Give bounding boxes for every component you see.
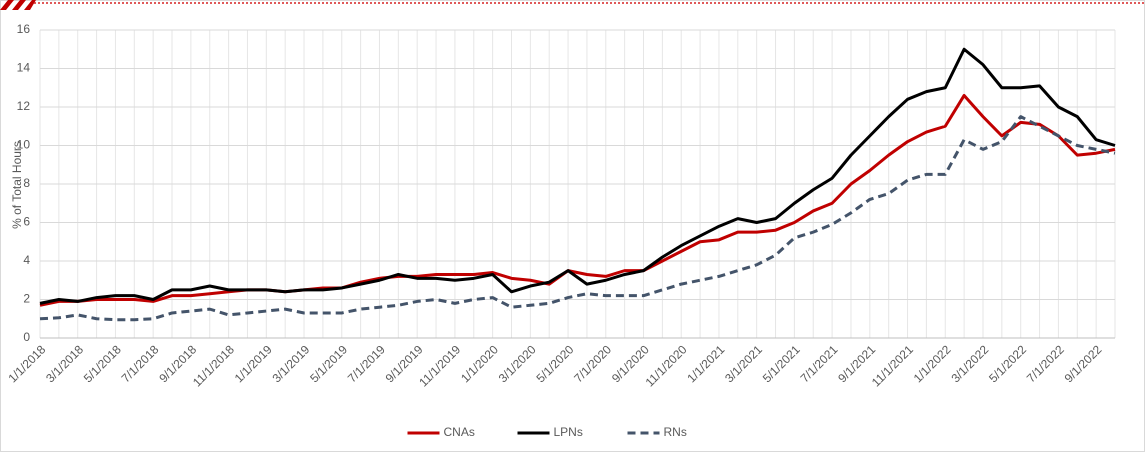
series-line [39,115,1116,322]
y-tick-label: 12 [17,99,31,113]
series-line [39,47,1116,305]
corner-decoration [0,0,36,10]
y-tick-label: 4 [23,253,30,267]
y-tick-label: 16 [17,22,31,36]
series-line [39,93,1116,307]
legend-label: LPNs [554,425,583,439]
y-tick-label: 8 [23,176,30,190]
y-tick-label: 6 [23,215,30,229]
legend-label: RNs [664,425,687,439]
y-tick-label: 14 [17,61,31,75]
y-tick-label: 10 [17,138,31,152]
y-axis-title: % of Total Hours [10,141,24,229]
y-tick-label: 2 [23,292,30,306]
legend-label: CNAs [444,425,475,439]
y-tick-label: 0 [23,330,30,344]
